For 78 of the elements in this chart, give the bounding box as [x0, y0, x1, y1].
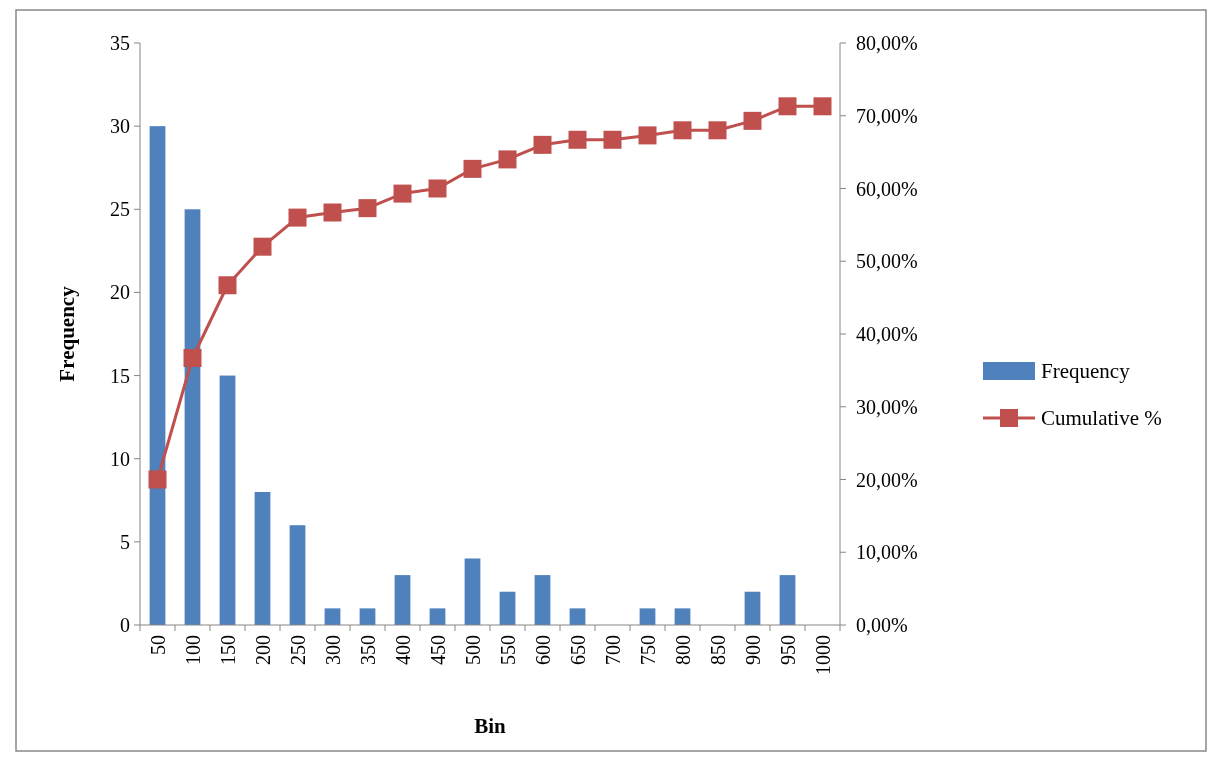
point: [463, 159, 482, 178]
y2-tick-label: 40,00%: [856, 323, 918, 345]
point: [148, 470, 167, 489]
bar: [359, 608, 376, 625]
bar: [254, 491, 271, 625]
point: [498, 150, 517, 169]
point: [568, 130, 587, 149]
x-tick-label: 150: [216, 635, 239, 665]
y-axis-title: Frequency: [55, 285, 79, 382]
bar: [744, 591, 761, 625]
bar: [219, 375, 236, 625]
x-tick-label: 700: [601, 635, 624, 665]
x-tick-label: 100: [181, 635, 204, 665]
bar: [534, 575, 551, 625]
x-tick-label: 650: [566, 635, 589, 665]
point: [323, 203, 342, 222]
bar: [149, 126, 166, 625]
bar: [779, 575, 796, 625]
x-tick-label: 250: [286, 635, 309, 665]
y-tick-label: 35: [110, 32, 130, 54]
x-tick-label: 350: [356, 635, 379, 665]
y-tick-label: 5: [120, 530, 130, 553]
x-tick-label: 400: [391, 635, 414, 665]
legend-label: Cumulative %: [1041, 406, 1162, 431]
point: [218, 276, 237, 295]
point: [253, 237, 272, 256]
x-tick-label: 200: [251, 635, 274, 665]
legend-label: Frequency: [1041, 359, 1131, 384]
point: [638, 126, 657, 145]
x-tick-label: 450: [426, 635, 449, 665]
x-tick-label: 850: [706, 635, 729, 665]
y-tick-label: 15: [110, 364, 130, 387]
x-tick-label: 900: [741, 635, 764, 665]
x-tick-label: 50: [146, 635, 169, 655]
bar: [289, 525, 306, 625]
x-tick-label: 950: [776, 635, 799, 665]
y2-tick-label: 20,00%: [856, 468, 918, 491]
x-tick-label: 550: [496, 635, 519, 665]
bar: [429, 608, 446, 625]
x-tick-label: 800: [671, 635, 694, 665]
bar: [569, 608, 586, 625]
x-tick-label: 500: [461, 635, 484, 665]
y-tick-label: 25: [110, 198, 130, 221]
y2-tick-label: 80,00%: [856, 32, 918, 54]
point: [743, 111, 762, 130]
bar: [394, 575, 411, 625]
point: [673, 121, 692, 140]
point: [428, 179, 447, 198]
y2-tick-label: 50,00%: [856, 250, 918, 273]
x-axis-title: Bin: [474, 714, 507, 738]
point: [533, 135, 552, 154]
y-tick-label: 30: [110, 115, 130, 138]
point: [288, 208, 307, 227]
y-tick-label: 0: [120, 614, 130, 636]
y2-tick-label: 10,00%: [856, 541, 918, 564]
point: [358, 199, 377, 218]
x-tick-label: 1000: [811, 635, 834, 675]
y2-tick-label: 70,00%: [856, 104, 918, 127]
point: [393, 184, 412, 203]
bar: [184, 209, 201, 625]
point: [813, 97, 832, 116]
bar: [464, 558, 481, 625]
x-tick-label: 750: [636, 635, 659, 665]
y-tick-label: 20: [110, 281, 130, 304]
point: [708, 121, 727, 140]
y2-tick-label: 30,00%: [856, 395, 918, 418]
y-tick-label: 10: [110, 447, 130, 470]
point: [603, 130, 622, 149]
bar: [324, 608, 341, 625]
y2-tick-label: 0,00%: [856, 614, 908, 636]
x-tick-label: 300: [321, 635, 344, 665]
bar: [499, 591, 516, 625]
point: [778, 97, 797, 116]
bar: [674, 608, 691, 625]
y2-tick-label: 60,00%: [856, 177, 918, 200]
point: [183, 349, 202, 368]
x-tick-label: 600: [531, 635, 554, 665]
bar: [639, 608, 656, 625]
